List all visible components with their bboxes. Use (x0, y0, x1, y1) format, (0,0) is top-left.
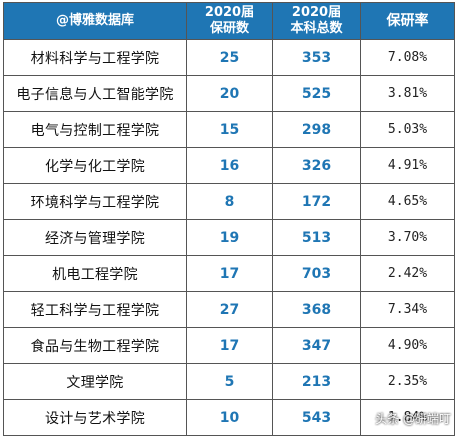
header-recommended-count: 2020届 保研数 (186, 2, 273, 40)
college-cell: 设计与艺术学院 (3, 399, 187, 436)
college-cell: 材料科学与工程学院 (3, 39, 187, 76)
undergrad-total-cell: 213 (272, 363, 361, 400)
college-cell: 经济与管理学院 (3, 219, 187, 256)
undergrad-total-cell: 543 (272, 399, 361, 436)
recommendation-rate-cell: 5.03% (360, 111, 455, 148)
table-row: 经济与管理学院 19 513 3.70% (3, 219, 455, 256)
college-cell: 化学与化工学院 (3, 147, 187, 184)
recommended-count-cell: 19 (186, 219, 273, 256)
table-body: 材料科学与工程学院 25 353 7.08% 电子信息与人工智能学院 20 525 3.81%… (3, 39, 455, 436)
recommendation-rate-cell: 3.81% (360, 75, 455, 112)
table-row: 文理学院 5 213 2.35% (3, 363, 455, 400)
recommendation-rate-cell: 2.35% (360, 363, 455, 400)
recommendation-rate-cell: 7.08% (360, 39, 455, 76)
graduate-recommendation-table: @博雅数据库 2020届 保研数 2020届 本科总数 保研率 材料科学与工程学… (3, 2, 455, 436)
recommended-count-cell: 17 (186, 255, 273, 292)
header-recommendation-rate: 保研率 (360, 2, 455, 40)
table-row: 材料科学与工程学院 25 353 7.08% (3, 39, 455, 76)
table-row: 环境科学与工程学院 8 172 4.65% (3, 183, 455, 220)
table-row: 电气与控制工程学院 15 298 5.03% (3, 111, 455, 148)
header-row: @博雅数据库 2020届 保研数 2020届 本科总数 保研率 (3, 2, 455, 40)
recommended-count-cell: 16 (186, 147, 273, 184)
header-recommended-count-line1: 2020届 (204, 5, 255, 20)
table-row: 轻工科学与工程学院 27 368 7.34% (3, 291, 455, 328)
college-cell: 文理学院 (3, 363, 187, 400)
recommended-count-cell: 5 (186, 363, 273, 400)
recommended-count-cell: 8 (186, 183, 273, 220)
undergrad-total-cell: 525 (272, 75, 361, 112)
undergrad-total-cell: 353 (272, 39, 361, 76)
recommendation-rate-cell: 4.90% (360, 327, 455, 364)
recommendation-rate-cell: 3.70% (360, 219, 455, 256)
table-row: 设计与艺术学院 10 543 1.84% (3, 399, 455, 436)
recommendation-rate-cell: 2.42% (360, 255, 455, 292)
college-cell: 环境科学与工程学院 (3, 183, 187, 220)
undergrad-total-cell: 368 (272, 291, 361, 328)
college-cell: 机电工程学院 (3, 255, 187, 292)
recommendation-rate-cell: 4.91% (360, 147, 455, 184)
recommended-count-cell: 20 (186, 75, 273, 112)
header-recommended-count-line2: 保研数 (209, 21, 249, 36)
header-undergrad-total-line1: 2020届 (291, 5, 342, 20)
recommended-count-cell: 25 (186, 39, 273, 76)
undergrad-total-cell: 298 (272, 111, 361, 148)
recommendation-rate-cell: 1.84% (360, 399, 455, 436)
undergrad-total-cell: 703 (272, 255, 361, 292)
college-cell: 轻工科学与工程学院 (3, 291, 187, 328)
header-college: @博雅数据库 (3, 2, 187, 40)
table-row: 食品与生物工程学院 17 347 4.90% (3, 327, 455, 364)
watermark: 头条 @研端叮 (375, 412, 451, 426)
recommended-count-cell: 10 (186, 399, 273, 436)
undergrad-total-cell: 172 (272, 183, 361, 220)
table-row: 化学与化工学院 16 326 4.91% (3, 147, 455, 184)
undergrad-total-cell: 347 (272, 327, 361, 364)
college-cell: 电气与控制工程学院 (3, 111, 187, 148)
recommendation-rate-cell: 7.34% (360, 291, 455, 328)
recommended-count-cell: 15 (186, 111, 273, 148)
table-header: @博雅数据库 2020届 保研数 2020届 本科总数 保研率 (3, 2, 455, 40)
table-row: 电子信息与人工智能学院 20 525 3.81% (3, 75, 455, 112)
recommendation-rate-cell: 4.65% (360, 183, 455, 220)
college-cell: 食品与生物工程学院 (3, 327, 187, 364)
undergrad-total-cell: 513 (272, 219, 361, 256)
header-undergrad-total: 2020届 本科总数 (272, 2, 361, 40)
undergrad-total-cell: 326 (272, 147, 361, 184)
table-row: 机电工程学院 17 703 2.42% (3, 255, 455, 292)
recommended-count-cell: 27 (186, 291, 273, 328)
header-undergrad-total-line2: 本科总数 (290, 21, 343, 36)
recommended-count-cell: 17 (186, 327, 273, 364)
college-cell: 电子信息与人工智能学院 (3, 75, 187, 112)
